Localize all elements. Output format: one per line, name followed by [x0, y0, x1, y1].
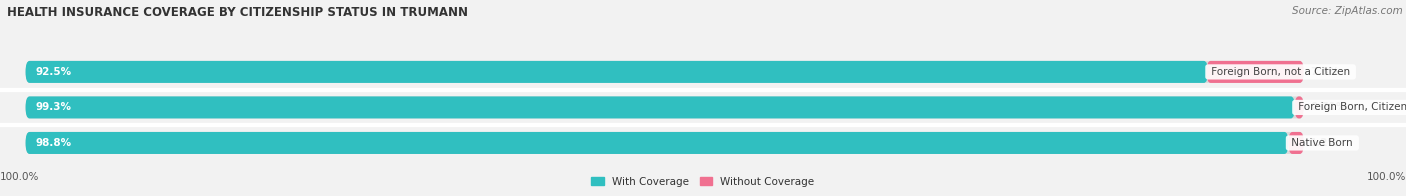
- Text: 92.5%: 92.5%: [35, 67, 72, 77]
- FancyBboxPatch shape: [1288, 132, 1303, 154]
- Text: 98.8%: 98.8%: [35, 138, 72, 148]
- Text: 7.6%: 7.6%: [1310, 67, 1340, 77]
- FancyBboxPatch shape: [25, 61, 1208, 83]
- Legend: With Coverage, Without Coverage: With Coverage, Without Coverage: [588, 172, 818, 191]
- FancyBboxPatch shape: [1295, 96, 1303, 118]
- FancyBboxPatch shape: [25, 96, 1295, 118]
- Text: Foreign Born, not a Citizen: Foreign Born, not a Citizen: [1208, 67, 1353, 77]
- Text: 0.71%: 0.71%: [1310, 103, 1347, 113]
- Text: Native Born: Native Born: [1288, 138, 1357, 148]
- Text: 100.0%: 100.0%: [0, 172, 39, 182]
- FancyBboxPatch shape: [25, 96, 1303, 118]
- FancyBboxPatch shape: [1206, 61, 1303, 83]
- FancyBboxPatch shape: [25, 132, 1303, 154]
- Text: HEALTH INSURANCE COVERAGE BY CITIZENSHIP STATUS IN TRUMANN: HEALTH INSURANCE COVERAGE BY CITIZENSHIP…: [7, 6, 468, 19]
- FancyBboxPatch shape: [25, 61, 1303, 83]
- Text: 100.0%: 100.0%: [1367, 172, 1406, 182]
- Text: Foreign Born, Citizen: Foreign Born, Citizen: [1295, 103, 1406, 113]
- FancyBboxPatch shape: [25, 132, 1288, 154]
- Text: 1.2%: 1.2%: [1310, 138, 1339, 148]
- Text: 99.3%: 99.3%: [35, 103, 72, 113]
- Text: Source: ZipAtlas.com: Source: ZipAtlas.com: [1292, 6, 1403, 16]
